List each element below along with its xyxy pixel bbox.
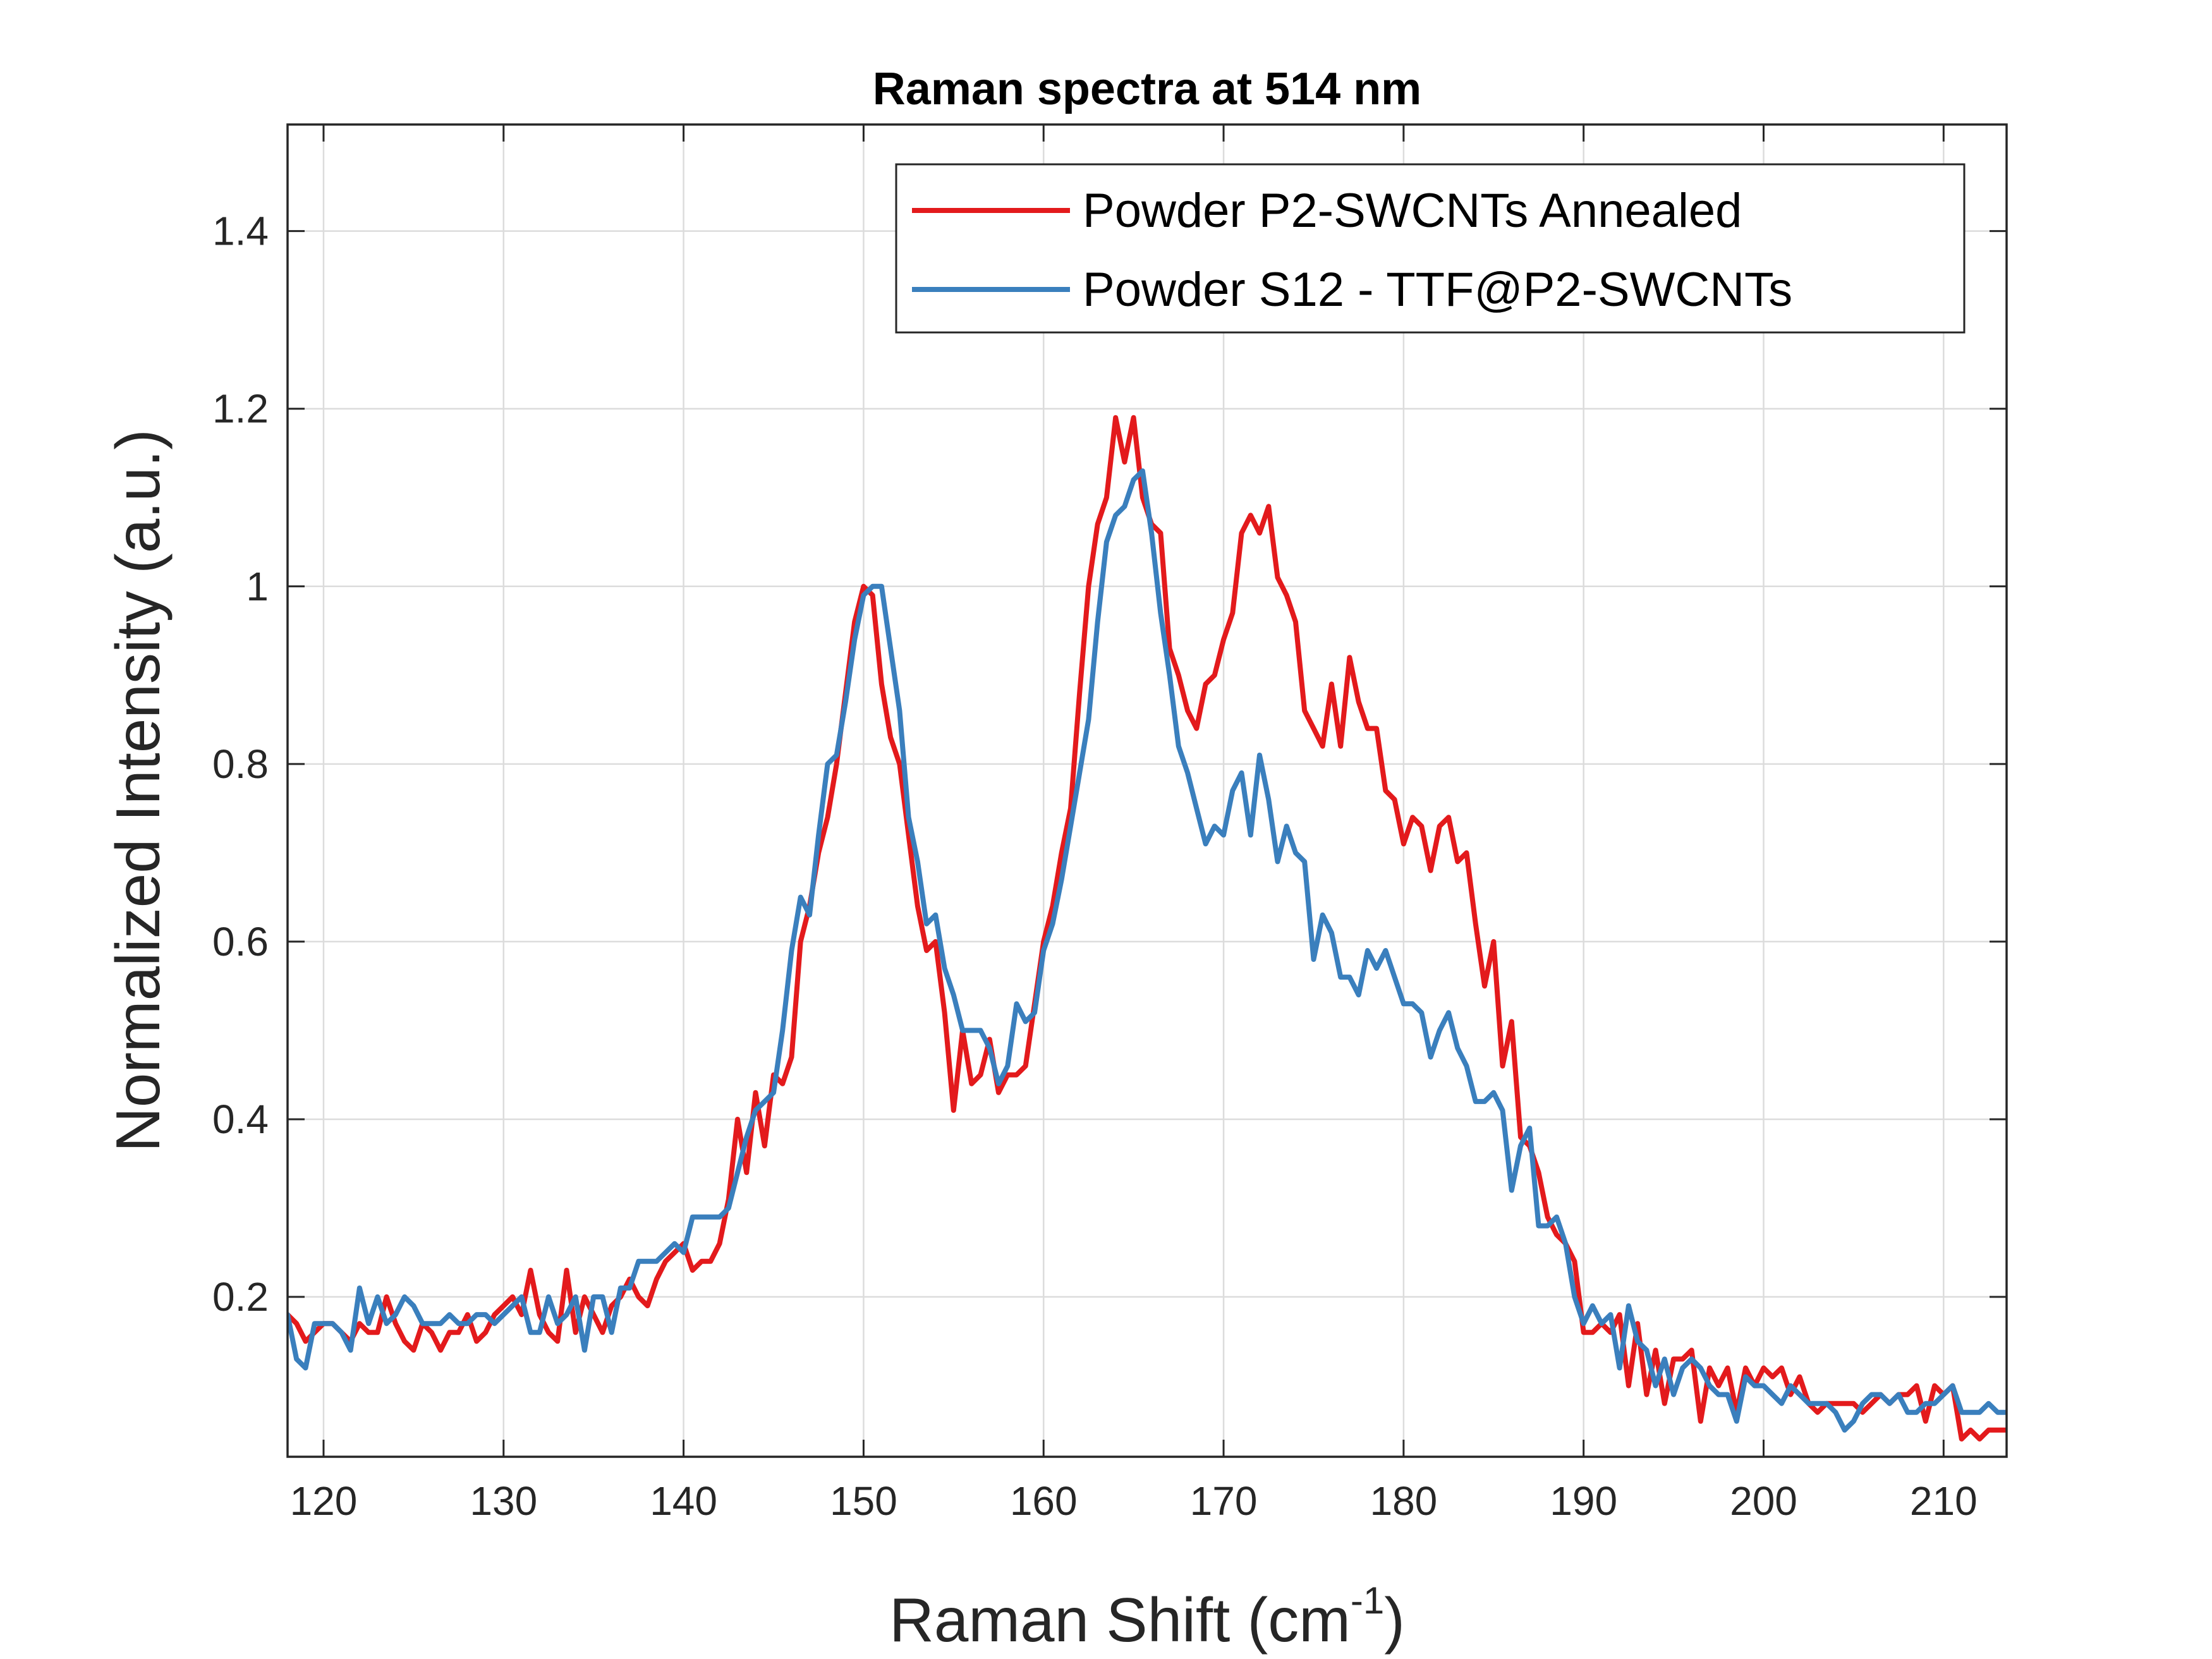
y-axis-label: Normalized Intensity (a.u.)	[103, 429, 173, 1152]
x-tick-label: 210	[1910, 1478, 1978, 1524]
x-tick-label: 190	[1550, 1478, 1617, 1524]
axes-box	[286, 123, 2008, 1458]
series-line-s12-ttf-p2-swcnts	[288, 468, 2007, 1433]
x-axis-label-superscript: -1	[1351, 1579, 1384, 1622]
x-tick-labels: 120 130 140 150 160 170 180 190 200 210	[290, 1478, 1978, 1524]
x-axis-label-main: Raman Shift (cm	[889, 1585, 1351, 1655]
legend: Powder P2-SWCNTs Annealed Powder S12 - T…	[895, 163, 1966, 334]
chart-title: Raman spectra at 514 nm	[873, 64, 1421, 114]
legend-label-red: Powder P2-SWCNTs Annealed	[1083, 184, 1742, 238]
legend-label-blue: Powder S12 - TTF@P2-SWCNTs	[1083, 263, 1792, 317]
x-tick-label: 120	[290, 1478, 358, 1524]
x-tick-label: 170	[1190, 1478, 1258, 1524]
y-tick-label: 0.4	[212, 1097, 269, 1142]
x-tick-label: 140	[650, 1478, 717, 1524]
x-axis-label-close: )	[1384, 1585, 1405, 1655]
y-tick-label: 1	[246, 564, 269, 609]
x-tick-label: 130	[470, 1478, 537, 1524]
y-tick-label: 0.8	[212, 741, 269, 787]
y-tick-label: 1.4	[212, 209, 269, 254]
legend-box	[895, 163, 1966, 334]
x-axis-label: Raman Shift (cm-1)	[889, 1579, 1405, 1655]
x-tick-label: 200	[1730, 1478, 1797, 1524]
x-tick-label: 160	[1010, 1478, 1078, 1524]
x-tick-label: 180	[1370, 1478, 1437, 1524]
y-tick-labels: 0.2 0.4 0.6 0.8 1 1.2 1.4	[212, 209, 269, 1320]
y-tick-label: 0.6	[212, 919, 269, 964]
tick-marks	[288, 125, 2007, 1457]
plot-series	[288, 415, 2007, 1442]
y-tick-label: 1.2	[212, 386, 269, 432]
y-tick-label: 0.2	[212, 1274, 269, 1320]
plot-area-background	[288, 125, 2007, 1457]
x-tick-label: 150	[830, 1478, 897, 1524]
